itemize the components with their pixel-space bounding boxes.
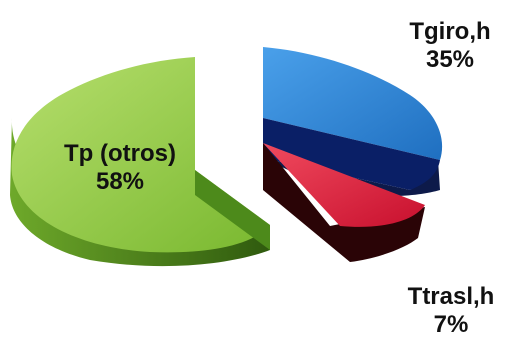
slice-band-tgiro xyxy=(263,118,440,190)
slice-name-tp-otros: Tp (otros) xyxy=(64,140,176,167)
slice-value-tgiro: 35% xyxy=(425,46,475,73)
slice-top-tp-otros xyxy=(11,57,270,253)
slice-value-tp-otros: 58% xyxy=(95,168,145,195)
slice-top-ttrasl xyxy=(263,143,425,227)
slice-value-ttrasl: 7% xyxy=(433,311,469,338)
slice-label-ttrasl: Ttrasl,h 7% xyxy=(395,283,507,339)
slice-label-tgiro: Tgiro,h 35% xyxy=(395,18,505,74)
slice-label-tp-otros: Tp (otros) 58% xyxy=(40,140,200,196)
slice-edge-tp-otros xyxy=(195,170,270,250)
slice-side-ttrasl xyxy=(263,143,425,262)
slice-name-tgiro: Tgiro,h xyxy=(409,18,491,45)
slice-top-tgiro xyxy=(263,47,443,160)
slice-name-ttrasl: Ttrasl,h xyxy=(407,283,495,310)
